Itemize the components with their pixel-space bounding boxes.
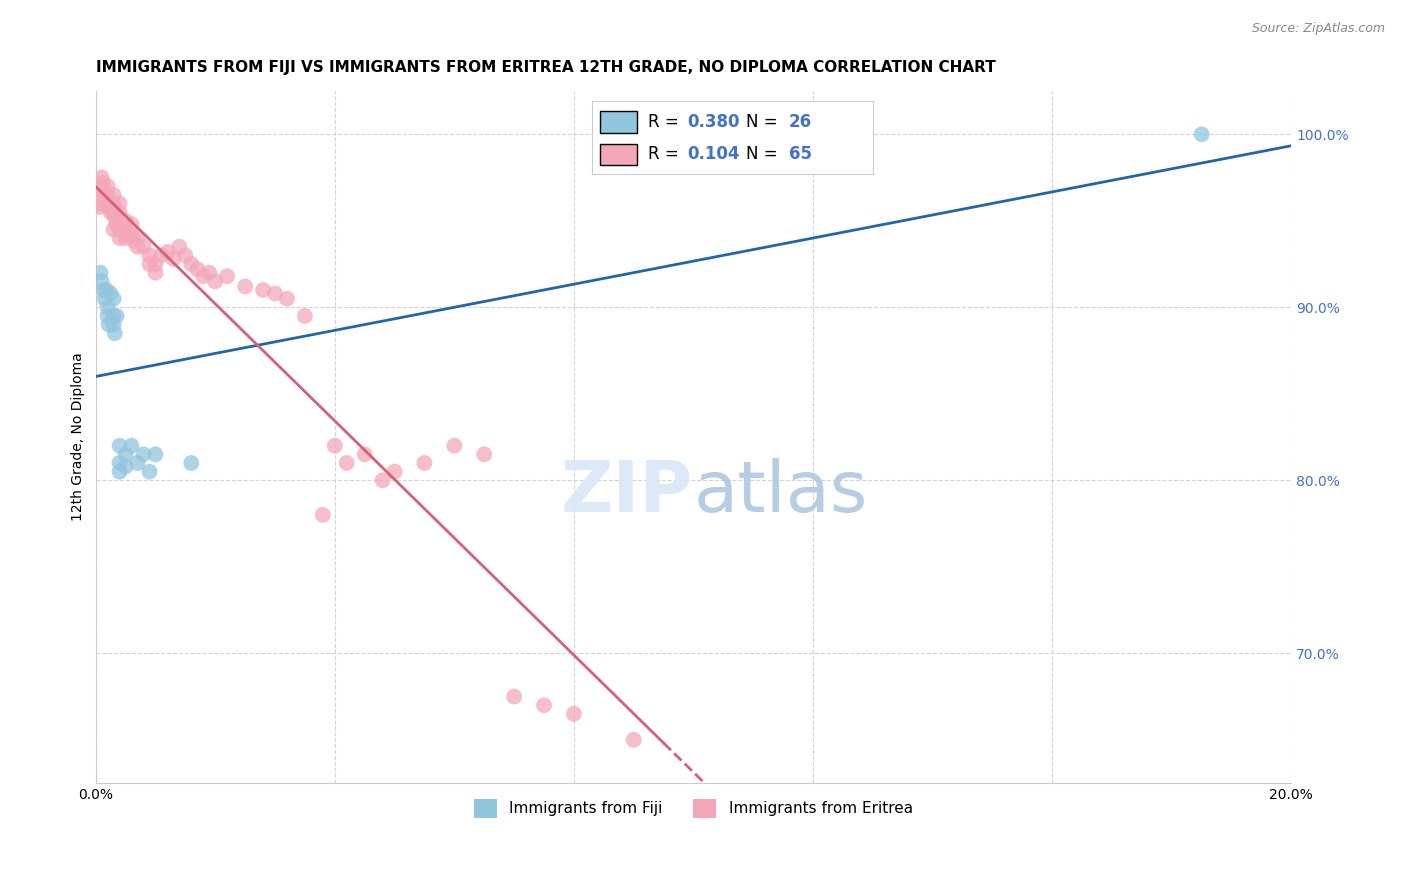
Point [180, 257, 202, 271]
Point [103, 318, 125, 332]
Point [96, 193, 118, 207]
Point [103, 309, 125, 323]
Point [104, 211, 127, 225]
Point [312, 508, 335, 522]
Point [114, 447, 136, 461]
Point [97, 196, 120, 211]
Point [180, 456, 202, 470]
Point [145, 257, 167, 271]
Point [217, 269, 239, 284]
Point [105, 217, 128, 231]
Point [623, 732, 645, 747]
Point [97, 309, 120, 323]
Point [93, 187, 115, 202]
Point [103, 222, 125, 236]
Point [108, 231, 131, 245]
Point [97, 200, 120, 214]
Point [138, 257, 160, 271]
Point [108, 439, 131, 453]
Point [121, 227, 143, 242]
Point [150, 248, 173, 262]
Point [89, 266, 111, 280]
Point [1191, 128, 1213, 142]
Point [156, 244, 179, 259]
Point [503, 690, 526, 704]
Point [276, 292, 298, 306]
Point [93, 283, 115, 297]
Point [252, 283, 274, 297]
Point [114, 459, 136, 474]
Point [353, 447, 375, 461]
Point [103, 187, 125, 202]
Point [108, 205, 131, 219]
Point [108, 196, 131, 211]
Point [233, 279, 256, 293]
Point [138, 248, 160, 262]
Point [114, 222, 136, 236]
Text: ZIP: ZIP [561, 458, 693, 527]
Point [124, 235, 146, 249]
Point [264, 286, 287, 301]
Point [127, 240, 149, 254]
Point [371, 473, 394, 487]
Point [323, 439, 346, 453]
Point [97, 318, 120, 332]
Point [472, 447, 495, 461]
Point [90, 183, 112, 197]
Point [132, 447, 155, 461]
Point [90, 274, 112, 288]
Point [294, 309, 316, 323]
Y-axis label: 12th Grade, No Diploma: 12th Grade, No Diploma [72, 352, 86, 522]
Text: atlas: atlas [693, 458, 868, 527]
Point [413, 456, 436, 470]
Point [121, 439, 143, 453]
Point [97, 300, 120, 314]
Point [562, 706, 585, 721]
Point [114, 231, 136, 245]
Point [384, 465, 406, 479]
Point [89, 200, 111, 214]
Point [108, 222, 131, 236]
Point [104, 326, 127, 341]
Point [533, 698, 555, 713]
Point [132, 240, 155, 254]
Point [103, 292, 125, 306]
Point [96, 283, 118, 297]
Point [100, 205, 122, 219]
Legend: Immigrants from Fiji, Immigrants from Eritrea: Immigrants from Fiji, Immigrants from Er… [468, 793, 918, 824]
Point [108, 456, 131, 470]
Point [193, 269, 215, 284]
Text: IMMIGRANTS FROM FIJI VS IMMIGRANTS FROM ERITREA 12TH GRADE, NO DIPLOMA CORRELATI: IMMIGRANTS FROM FIJI VS IMMIGRANTS FROM … [96, 60, 995, 75]
Point [162, 252, 184, 266]
Point [204, 274, 226, 288]
Point [100, 286, 122, 301]
Text: Source: ZipAtlas.com: Source: ZipAtlas.com [1251, 22, 1385, 36]
Point [93, 292, 115, 306]
Point [103, 205, 125, 219]
Point [108, 465, 131, 479]
Point [443, 439, 465, 453]
Point [127, 231, 149, 245]
Point [336, 456, 359, 470]
Point [91, 176, 114, 190]
Point [97, 179, 120, 194]
Point [105, 309, 128, 323]
Point [169, 240, 191, 254]
Point [145, 447, 167, 461]
Point [198, 266, 221, 280]
Point [87, 196, 110, 211]
Point [121, 217, 143, 231]
Point [174, 248, 197, 262]
Point [127, 456, 149, 470]
Point [114, 214, 136, 228]
Point [103, 196, 125, 211]
Point [145, 266, 167, 280]
Point [186, 262, 208, 277]
Point [97, 187, 120, 202]
Point [138, 465, 160, 479]
Point [90, 170, 112, 185]
Point [117, 227, 139, 242]
